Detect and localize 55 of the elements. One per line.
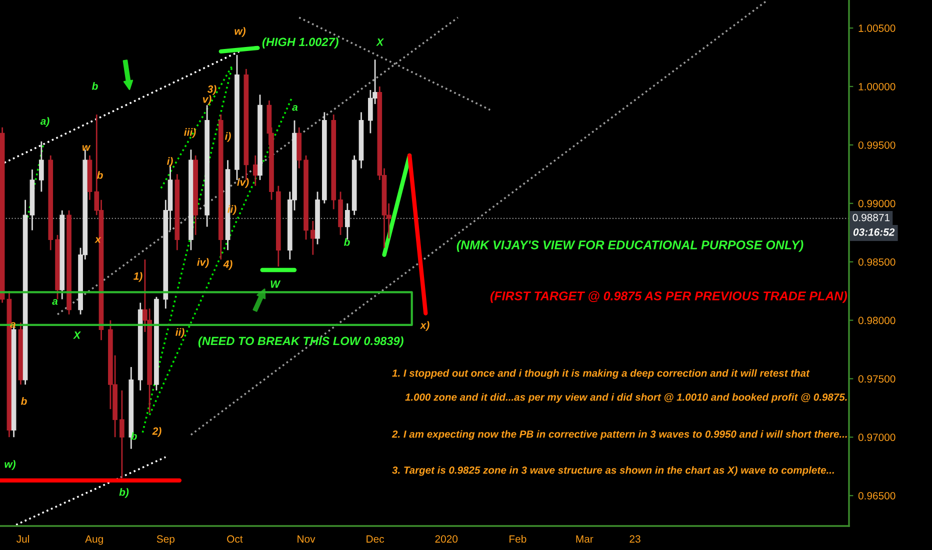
- x-tick-label: Mar: [576, 535, 594, 543]
- y-tick-label: 0.96500: [858, 492, 896, 500]
- annotation: 3. Target is 0.9825 zone in 3 wave structure as shown in the chart as X) wave to complete...: [392, 466, 834, 476]
- annotation: (NEED TO BREAK THIS LOW 0.9839): [198, 336, 404, 348]
- y-tick-label: 0.98500: [858, 258, 896, 266]
- annotation: x): [420, 321, 430, 331]
- annotation: 2. I am expecting now the PB in corrective pattern in 3 waves to 0.9950 and i will short there...: [392, 430, 847, 440]
- y-tick-label: 1.00500: [858, 24, 896, 32]
- annotation: b: [20, 397, 27, 405]
- annotation: v): [202, 95, 212, 105]
- annotation: iii): [184, 128, 196, 138]
- y-tick-label: 0.99000: [858, 200, 896, 208]
- x-tick-label: Feb: [510, 535, 526, 543]
- annotation: 1.000 zone and it did...as per my view and i did short @ 1.0010 and booked profit @ 0.9875.: [405, 393, 847, 403]
- text: 03:16:52: [853, 228, 895, 236]
- annotation: b: [96, 171, 103, 179]
- annotation: a: [52, 299, 58, 305]
- annotation: i): [224, 132, 231, 142]
- y-tick-label: 0.97500: [858, 375, 896, 383]
- annotation: b: [92, 82, 98, 90]
- annotation: (FIRST TARGET @ 0.9875 AS PER PREVIOUS TRADE PLAN): [490, 291, 848, 303]
- x-tick-label: 23: [630, 535, 640, 543]
- annotation: a): [40, 117, 50, 127]
- annotation: w: [82, 145, 91, 151]
- annotation: w): [234, 27, 246, 37]
- annotation: ii): [176, 328, 184, 338]
- annotation: X: [73, 332, 81, 339]
- y-tick-label: 0.99500: [858, 141, 896, 149]
- x-tick-label: Aug: [85, 535, 103, 545]
- x-tick-label: Dec: [366, 535, 384, 543]
- x-tick-label: 2020: [435, 535, 458, 543]
- annotation: W: [270, 280, 281, 288]
- x-tick-label: Oct: [227, 535, 243, 543]
- annotation: 1. I stopped out once and i though it is making a deep correction and it will retest that: [392, 369, 810, 379]
- annotation: 1): [134, 272, 142, 282]
- annotation: iv): [237, 178, 249, 188]
- annotation: 2): [152, 427, 162, 437]
- annotation: w): [4, 460, 16, 470]
- annotation: 3): [207, 85, 216, 95]
- annotation: a: [292, 105, 298, 111]
- y-tick-label: 1.00000: [858, 83, 896, 90]
- ref-line-label: 0.98871: [852, 214, 890, 222]
- annotation: i): [166, 157, 173, 167]
- x-tick-label: Nov: [298, 535, 316, 543]
- annotation: iv): [197, 258, 209, 268]
- annotation: b): [119, 488, 129, 498]
- annotation: X: [376, 38, 384, 46]
- x-tick-label: Sep: [156, 535, 174, 545]
- y-tick-label: 0.97000: [858, 434, 896, 442]
- annotation: (NMK VIJAY'S VIEW FOR EDUCATIONAL PURPOSE ONLY): [456, 240, 804, 252]
- x-tick-label: Jul: [16, 535, 29, 543]
- annotation: (HIGH 1.0027): [262, 38, 338, 48]
- annotation: 4): [223, 260, 232, 270]
- y-tick-label: 0.98000: [858, 316, 896, 324]
- annotation: b: [344, 238, 350, 246]
